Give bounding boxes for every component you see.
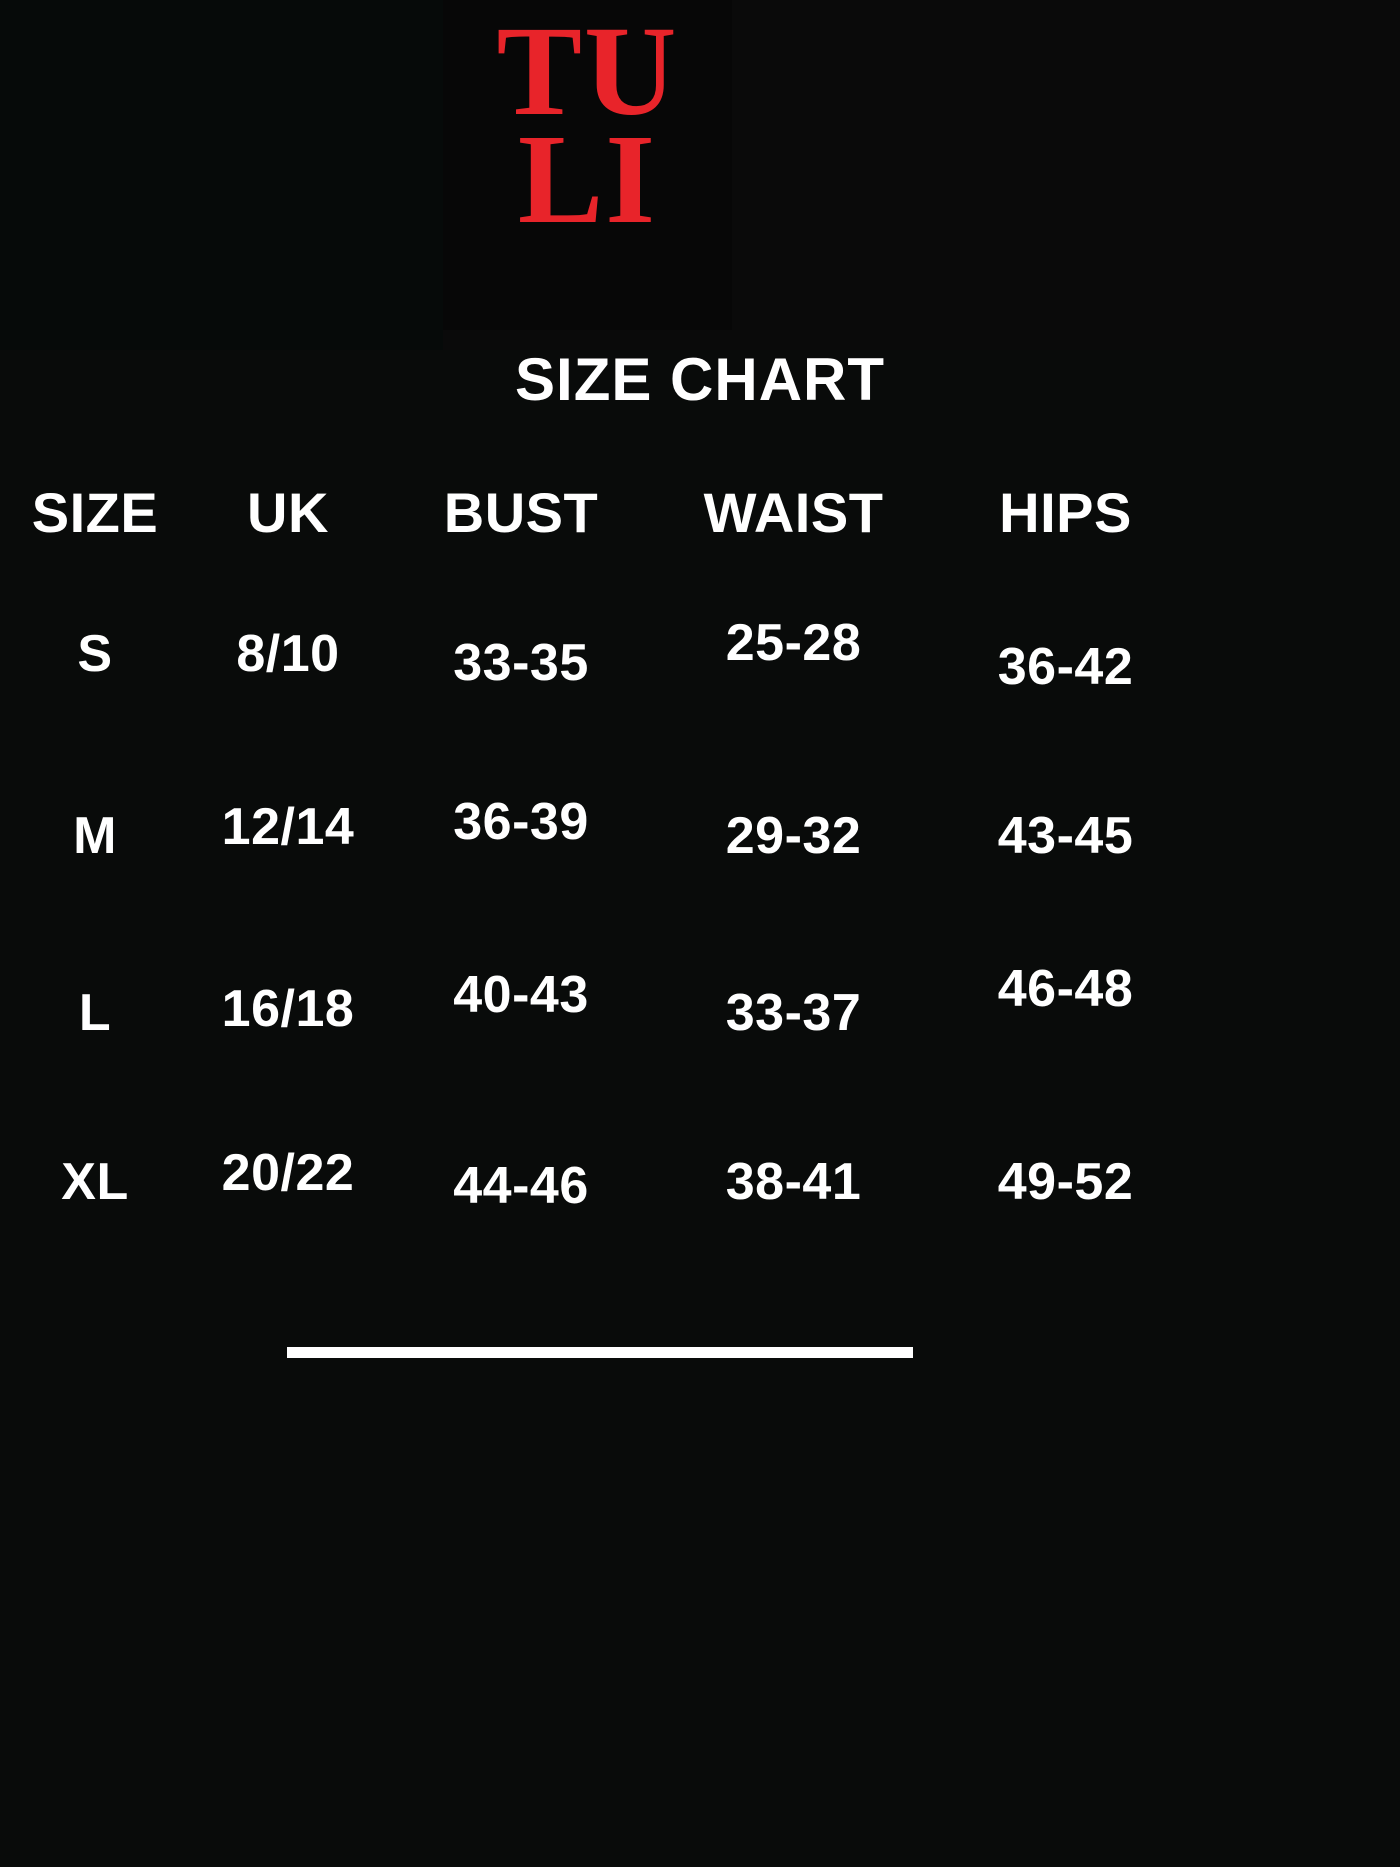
cell-uk: 8/10 (236, 624, 340, 683)
cell-size: L (78, 983, 112, 1042)
bottom-divider (287, 1347, 913, 1358)
cell-uk: 16/18 (221, 979, 355, 1038)
cell-waist: 38-41 (725, 1152, 862, 1211)
column-header-uk: UK (247, 481, 329, 544)
column-header-hips: HIPS (999, 481, 1132, 544)
cell-uk: 12/14 (221, 797, 355, 856)
cell-hips: 36-42 (997, 637, 1134, 696)
cell-waist: 29-32 (725, 806, 862, 865)
column-header-waist: WAIST (703, 481, 884, 544)
cell-bust: 36-39 (453, 792, 589, 851)
cell-hips: 46-48 (997, 959, 1134, 1018)
brand-logo: TU LI (443, 0, 732, 330)
brand-logo-line-2: LI (517, 107, 658, 250)
table-row: XL 20/22 44-46 38-41 49-52 (0, 1089, 1400, 1262)
cell-bust: 33-35 (453, 633, 589, 692)
cell-size: M (73, 806, 117, 865)
column-header-size: SIZE (31, 481, 159, 544)
cell-waist: 33-37 (725, 983, 862, 1042)
cell-bust: 44-46 (453, 1156, 589, 1215)
cell-hips: 49-52 (997, 1152, 1134, 1211)
table-row: S 8/10 33-35 25-28 36-42 (0, 570, 1400, 743)
cell-bust: 40-43 (453, 965, 589, 1024)
brand-logo-line-1: TU (496, 0, 679, 142)
column-header-bust: BUST (443, 481, 599, 544)
table-row: L 16/18 40-43 33-37 46-48 (0, 916, 1400, 1089)
cell-size: S (77, 624, 113, 683)
background-panel-lower (0, 350, 1400, 1867)
size-chart-table: SIZE UK BUST WAIST HIPS S 8/10 33-35 25-… (0, 455, 1400, 1262)
cell-hips: 43-45 (997, 806, 1134, 865)
table-row: M 12/14 36-39 29-32 43-45 (0, 743, 1400, 916)
cell-uk: 20/22 (221, 1143, 355, 1202)
page-title: SIZE CHART (515, 346, 885, 413)
cell-size: XL (61, 1152, 129, 1211)
cell-waist: 25-28 (725, 613, 862, 672)
table-header-row: SIZE UK BUST WAIST HIPS (0, 455, 1400, 570)
